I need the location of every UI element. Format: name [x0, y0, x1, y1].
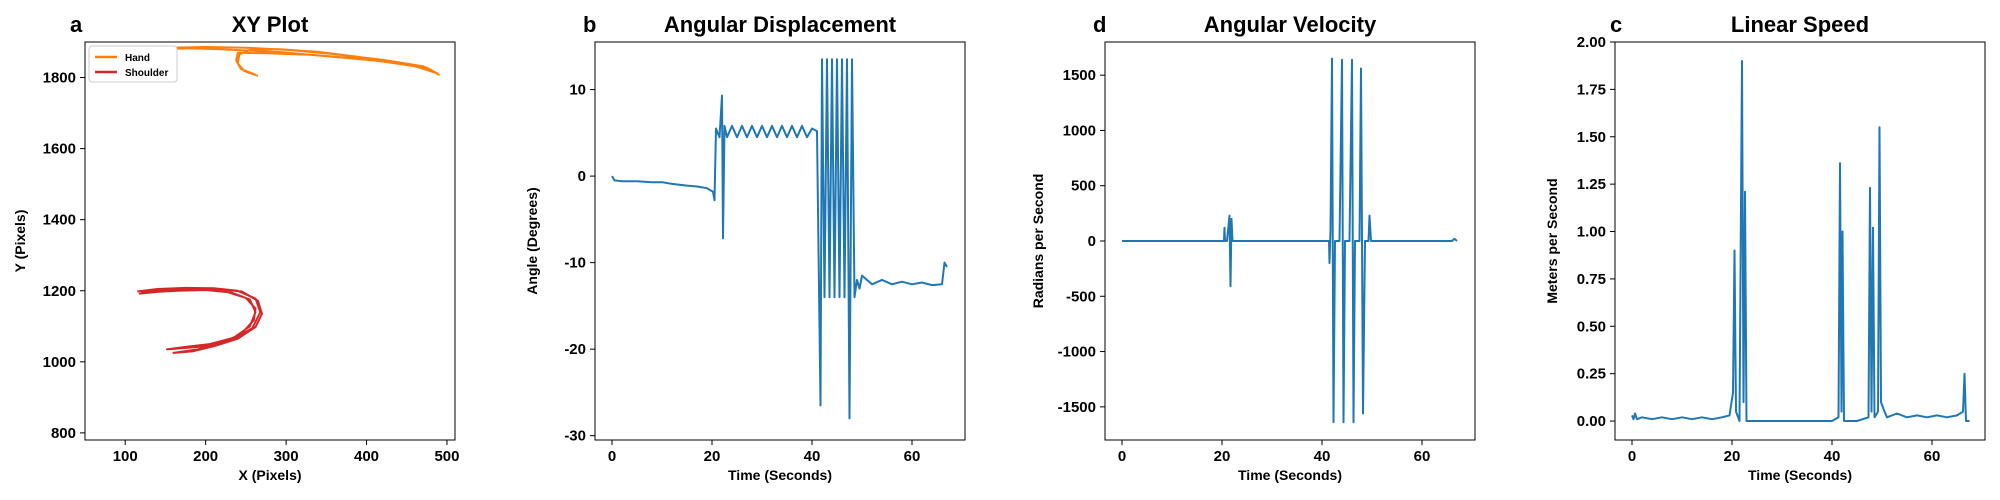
y-tick-label: 1000	[1063, 122, 1096, 139]
y-tick-label: -10	[564, 255, 586, 272]
chart-title: Linear Speed	[1731, 12, 1869, 37]
x-tick-label: 300	[274, 448, 299, 465]
x-tick-label: 100	[113, 448, 138, 465]
y-tick-label: -1000	[1058, 344, 1096, 361]
panel-label: c	[1610, 12, 1622, 37]
series-line-main	[611, 58, 948, 420]
panel-label: a	[70, 12, 83, 37]
y-tick-label: 1600	[43, 141, 76, 158]
x-tick-label: 200	[193, 448, 218, 465]
y-tick-label: 0	[1088, 233, 1096, 250]
chart-panel-xy: a XY Plot 100 200 300 400 500 800 1000 1200 1400 16…	[12, 12, 459, 483]
x-tick-label: 20	[704, 448, 721, 465]
chart-panel-lin: c Linear Speed 0 20 40 60 0.00 0.25 0.50 0.75 1.00…	[1544, 12, 1986, 483]
series-line-main	[1122, 57, 1458, 424]
y-tick-label: 800	[51, 425, 76, 442]
y-tick-label: 1200	[43, 283, 76, 300]
x-tick-label: 20	[1214, 448, 1231, 465]
legend-label-shoulder: Shoulder	[125, 68, 168, 79]
x-axis-label: Time (Seconds)	[1748, 467, 1852, 483]
y-tick-label: 0	[578, 168, 586, 185]
y-tick-label: 1.25	[1577, 176, 1606, 193]
x-tick-label: 60	[1924, 448, 1941, 465]
legend-label-hand: Hand	[125, 53, 150, 64]
chart-title: Angular Velocity	[1204, 12, 1377, 37]
y-tick-label: 0.75	[1577, 271, 1606, 288]
y-axis-label: Radians per Second	[1030, 174, 1046, 309]
chart-title: XY Plot	[232, 12, 309, 37]
x-tick-label: 0	[1118, 448, 1126, 465]
y-tick-label: 0.50	[1577, 318, 1606, 335]
series-line-shoulder	[137, 286, 263, 354]
y-tick-label: 1400	[43, 212, 76, 229]
x-tick-label: 40	[1314, 448, 1331, 465]
x-tick-label: 20	[1724, 448, 1741, 465]
y-axis-label: Y (Pixels)	[12, 210, 28, 273]
y-tick-label: 0.00	[1577, 413, 1606, 430]
panel-label: b	[583, 12, 596, 37]
x-tick-label: 40	[804, 448, 821, 465]
y-tick-label: -30	[564, 428, 586, 445]
y-tick-label: -20	[564, 341, 586, 358]
x-axis-label: Time (Seconds)	[1238, 467, 1342, 483]
y-tick-label: 1.00	[1577, 224, 1606, 241]
plot-frame	[84, 41, 456, 441]
x-tick-label: 400	[354, 448, 379, 465]
x-axis-label: X (Pixels)	[238, 467, 301, 483]
y-tick-label: -500	[1066, 288, 1096, 305]
x-tick-label: 0	[1628, 448, 1636, 465]
chart-panel-ang: b Angular Displacement 0 20 40 60 -30 -20 -10 0 10…	[524, 12, 966, 483]
x-tick-label: 0	[608, 448, 616, 465]
series-line-main	[1631, 60, 1970, 422]
y-tick-label: 1.50	[1577, 129, 1606, 146]
x-tick-label: 60	[1414, 448, 1431, 465]
y-tick-label: 10	[569, 82, 586, 99]
plot-frame	[594, 41, 966, 441]
y-tick-label: 0.25	[1577, 366, 1606, 383]
chart-panel-vel: d Angular Velocity 0 20 40 60 -1500 -1000 -500 0 5…	[1030, 12, 1476, 483]
y-tick-label: 1.75	[1577, 81, 1606, 98]
legend: Hand Shoulder	[88, 45, 178, 83]
x-tick-label: 60	[904, 448, 921, 465]
y-axis-label: Meters per Second	[1544, 178, 1560, 303]
panel-label: d	[1093, 12, 1106, 37]
y-tick-label: 2.00	[1577, 34, 1606, 51]
x-tick-label: 40	[1824, 448, 1841, 465]
x-axis-label: Time (Seconds)	[728, 467, 832, 483]
y-tick-label: 1000	[43, 354, 76, 371]
y-tick-label: -1500	[1058, 399, 1096, 416]
chart-title: Angular Displacement	[664, 12, 897, 37]
x-tick-label: 500	[434, 448, 459, 465]
y-tick-label: 1500	[1063, 67, 1096, 84]
y-axis-label: Angle (Degrees)	[524, 187, 540, 294]
y-tick-label: 500	[1071, 178, 1096, 195]
y-tick-label: 1800	[43, 70, 76, 87]
plot-frame	[1614, 41, 1986, 441]
